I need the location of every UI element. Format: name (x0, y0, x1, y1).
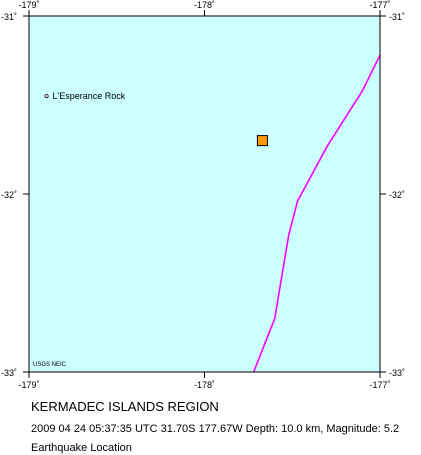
epicenter-marker (256, 135, 268, 147)
credit-label: USGS NEIC (33, 362, 67, 368)
right-lat-label-3: -33˚ (389, 368, 405, 378)
earthquake-map: -179˚ -178˚ -177˚ -179˚ -178˚ -177˚ -31˚… (1, 0, 405, 390)
bottom-lon-label-1: -179˚ (18, 380, 39, 390)
place-label: L'Esperance Rock (53, 91, 126, 101)
top-lon-label-2: -178˚ (194, 0, 215, 10)
top-lon-label-1: -179˚ (18, 0, 39, 10)
ocean-area (29, 16, 380, 372)
bottom-lon-label-2: -178˚ (194, 380, 215, 390)
region-title: KERMADEC ISLANDS REGION (31, 399, 219, 414)
right-lat-label-2: -32˚ (389, 190, 405, 200)
tick-marks (23, 10, 386, 378)
left-lat-label-3: -33˚ (1, 368, 17, 378)
left-lat-label-1: -31˚ (1, 12, 17, 22)
right-lat-label-1: -31˚ (389, 12, 405, 22)
left-lat-label-2: -32˚ (1, 190, 17, 200)
bottom-lon-label-3: -177˚ (369, 380, 390, 390)
map-type-label: Earthquake Location (31, 442, 132, 454)
event-details: 2009 04 24 05:37:35 UTC 31.70S 177.67W D… (31, 423, 400, 435)
plate-boundary-line (252, 54, 381, 373)
place-marker (44, 94, 49, 99)
top-lon-label-3: -177˚ (369, 0, 390, 10)
